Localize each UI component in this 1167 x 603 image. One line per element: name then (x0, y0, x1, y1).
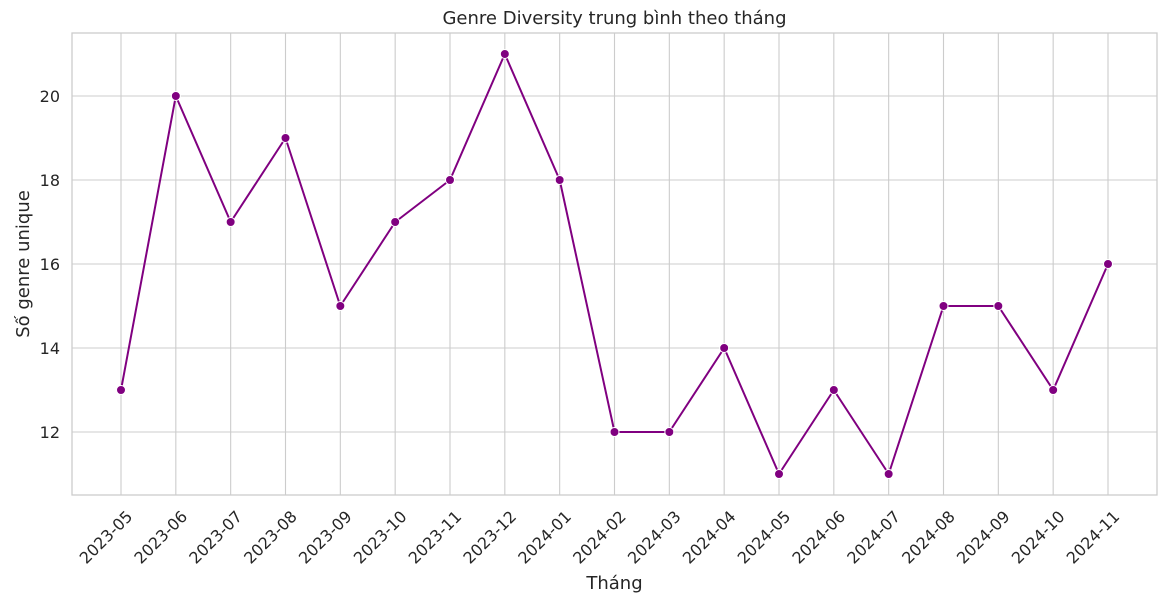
data-point (609, 427, 620, 437)
y-tick-label: 12 (40, 423, 60, 442)
data-point (719, 343, 730, 353)
y-tick-label: 14 (40, 339, 60, 358)
y-axis-label: Số genre unique (13, 190, 34, 338)
data-point (280, 133, 291, 143)
x-tick-label: 2023-08 (240, 507, 301, 568)
data-points (116, 49, 1113, 479)
x-tick-label: 2023-07 (185, 507, 246, 568)
grid-lines (72, 33, 1157, 495)
data-point (225, 217, 236, 227)
x-tick-label: 2024-08 (898, 507, 959, 568)
x-tick-label: 2024-07 (843, 507, 904, 568)
x-axis-label: Tháng (585, 573, 642, 594)
x-tick-label: 2024-11 (1063, 507, 1124, 568)
data-point (390, 217, 401, 227)
x-tick-label: 2024-10 (1008, 507, 1069, 568)
data-point (445, 175, 455, 185)
y-tick-label: 16 (40, 255, 60, 274)
x-tick-label: 2024-05 (734, 507, 795, 568)
data-point (938, 301, 949, 311)
data-point (1048, 385, 1059, 395)
x-tick-label: 2023-10 (350, 507, 411, 568)
x-tick-label: 2024-04 (679, 507, 740, 568)
data-point (116, 385, 126, 395)
x-tick-label: 2023-06 (130, 507, 191, 568)
x-tick-label: 2024-03 (624, 507, 685, 568)
data-point (170, 91, 181, 101)
data-point (499, 49, 510, 59)
x-tick-label: 2024-06 (788, 507, 849, 568)
data-point (828, 385, 839, 395)
data-point (664, 427, 675, 437)
chart-title: Genre Diversity trung bình theo tháng (442, 8, 786, 29)
x-tick-label: 2024-02 (569, 507, 630, 568)
x-tick-label: 2023-12 (459, 507, 520, 568)
data-point (883, 469, 894, 479)
x-tick-label: 2023-09 (295, 507, 356, 568)
x-tick-label: 2023-11 (405, 507, 466, 568)
data-point (774, 469, 784, 479)
x-tick-labels: 2023-052023-062023-072023-082023-092023-… (76, 507, 1124, 568)
data-point (335, 301, 346, 311)
data-point (554, 175, 565, 185)
y-tick-label: 18 (40, 171, 60, 190)
x-tick-label: 2024-09 (953, 507, 1014, 568)
data-point (1103, 259, 1113, 269)
y-tick-labels: 12 14 16 18 20 (40, 87, 60, 442)
x-tick-label: 2024-01 (514, 507, 575, 568)
x-tick-label: 2023-05 (76, 507, 137, 568)
data-point (993, 301, 1004, 311)
plot-frame (71, 32, 1158, 496)
y-tick-label: 20 (40, 87, 60, 106)
